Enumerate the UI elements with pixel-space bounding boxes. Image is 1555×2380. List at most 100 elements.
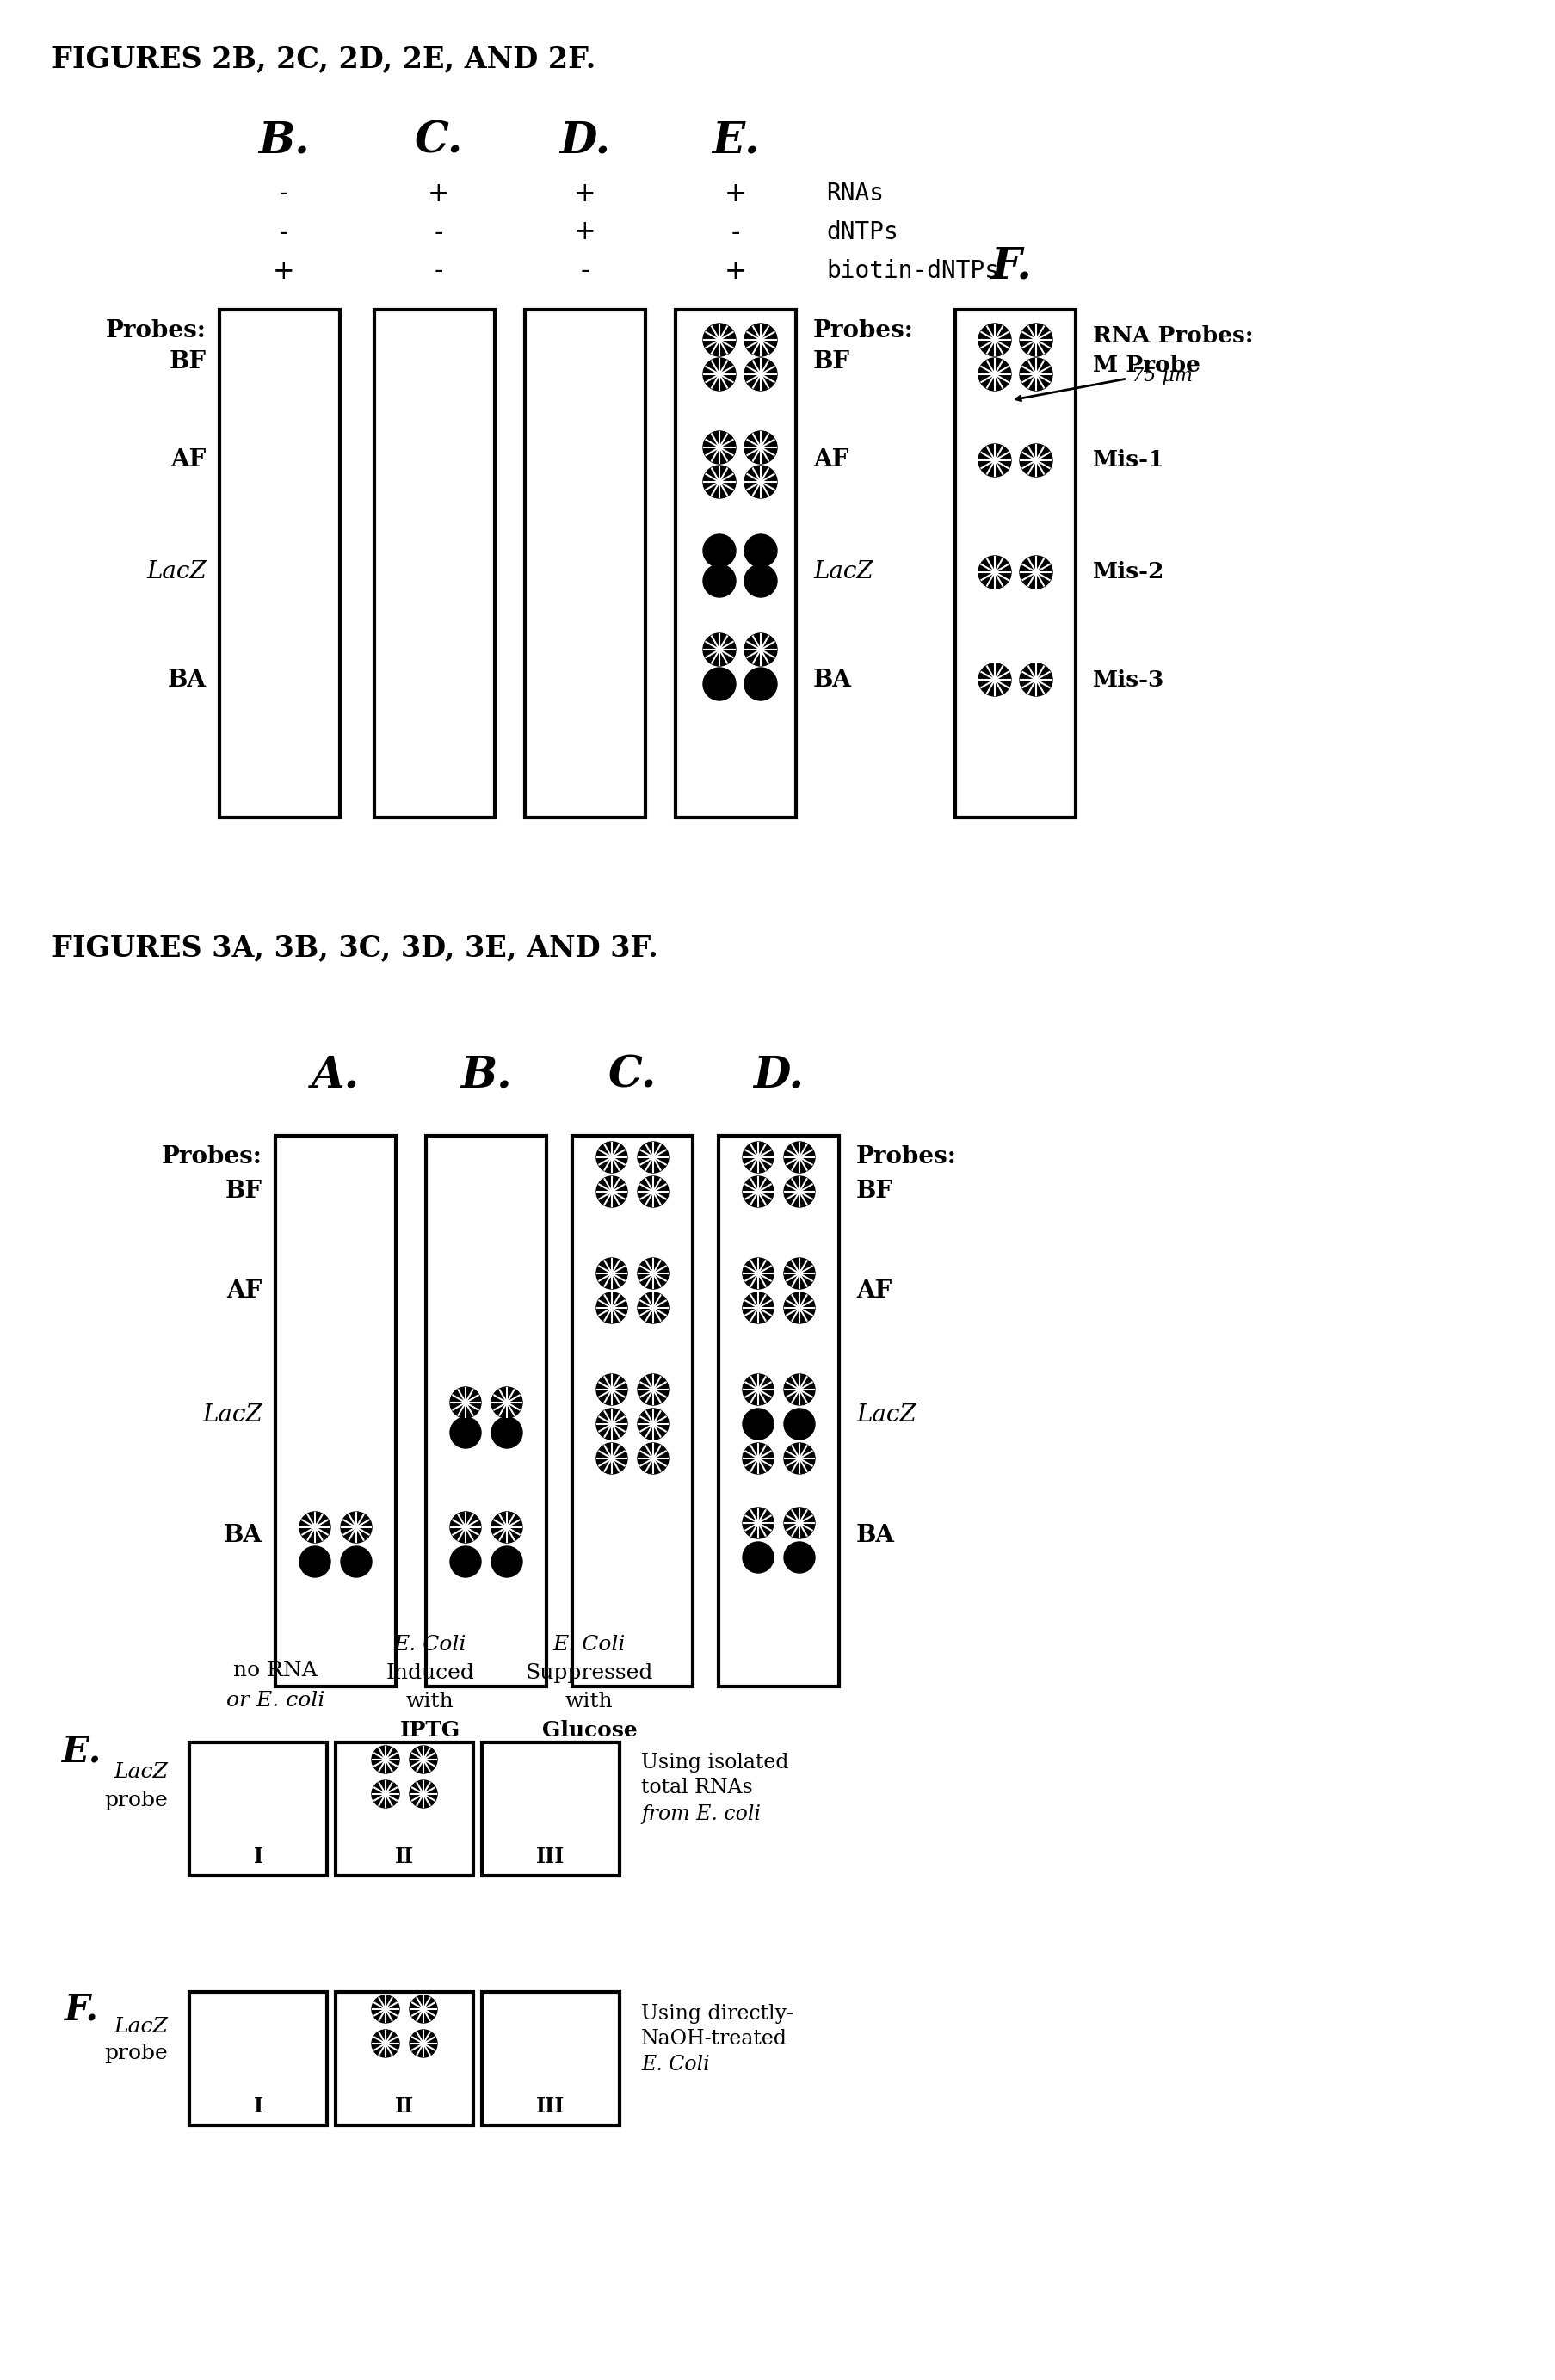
Circle shape: [743, 466, 776, 497]
Text: D.: D.: [753, 1054, 804, 1097]
Text: probe: probe: [104, 2044, 168, 2063]
Text: -: -: [434, 257, 443, 283]
Text: Using directly-: Using directly-: [641, 2004, 793, 2023]
Text: I: I: [253, 2097, 263, 2116]
Text: C.: C.: [415, 121, 463, 162]
Circle shape: [409, 1994, 437, 2023]
Text: Probes:: Probes:: [855, 1145, 956, 1169]
Circle shape: [784, 1442, 815, 1473]
Circle shape: [1019, 357, 1051, 390]
Text: B.: B.: [460, 1054, 512, 1097]
Bar: [524, 309, 645, 816]
Circle shape: [638, 1373, 669, 1404]
Bar: [572, 1135, 692, 1687]
Text: LacZ: LacZ: [202, 1404, 263, 1428]
Bar: [336, 1742, 473, 1875]
Circle shape: [449, 1547, 480, 1578]
Circle shape: [596, 1409, 627, 1440]
Text: E. Coli: E. Coli: [641, 2056, 709, 2075]
Circle shape: [491, 1416, 522, 1447]
Text: AF: AF: [171, 450, 207, 471]
Circle shape: [372, 2030, 400, 2056]
Bar: [336, 1992, 473, 2125]
Circle shape: [1019, 664, 1051, 695]
Text: -: -: [434, 219, 443, 245]
Circle shape: [978, 357, 1011, 390]
Circle shape: [784, 1176, 815, 1207]
Text: AF: AF: [855, 1278, 891, 1302]
Circle shape: [703, 633, 736, 666]
Circle shape: [638, 1142, 669, 1173]
Text: -: -: [580, 257, 589, 283]
Text: BA: BA: [855, 1523, 894, 1547]
Text: B.: B.: [258, 121, 309, 162]
Circle shape: [703, 669, 736, 700]
Text: FIGURES 3A, 3B, 3C, 3D, 3E, AND 3F.: FIGURES 3A, 3B, 3C, 3D, 3E, AND 3F.: [51, 933, 658, 962]
Bar: [190, 1742, 327, 1875]
Circle shape: [784, 1542, 815, 1573]
Text: LacZ: LacZ: [114, 1764, 168, 1783]
Circle shape: [743, 536, 776, 566]
Text: Using isolated: Using isolated: [641, 1752, 788, 1773]
Circle shape: [743, 669, 776, 700]
Circle shape: [491, 1388, 522, 1418]
Circle shape: [784, 1507, 815, 1537]
Text: 75 μm: 75 μm: [1130, 367, 1193, 386]
Text: BF: BF: [169, 350, 207, 374]
Text: +: +: [272, 257, 295, 283]
Circle shape: [703, 536, 736, 566]
Text: BA: BA: [224, 1523, 263, 1547]
Bar: [275, 1135, 395, 1687]
Text: RNA Probes:: RNA Probes:: [1092, 324, 1253, 347]
Circle shape: [299, 1511, 330, 1542]
Text: with: with: [564, 1692, 613, 1711]
Text: biotin-dNTPs: biotin-dNTPs: [826, 259, 998, 283]
Text: AF: AF: [227, 1278, 263, 1302]
Circle shape: [784, 1373, 815, 1404]
Circle shape: [742, 1292, 773, 1323]
Circle shape: [742, 1142, 773, 1173]
Text: III: III: [536, 1847, 564, 1868]
Circle shape: [743, 324, 776, 357]
Circle shape: [784, 1409, 815, 1440]
Circle shape: [638, 1259, 669, 1290]
Circle shape: [703, 564, 736, 597]
Text: E.: E.: [712, 121, 759, 162]
Text: Suppressed: Suppressed: [526, 1664, 653, 1683]
Text: BF: BF: [855, 1180, 893, 1204]
Circle shape: [742, 1176, 773, 1207]
Bar: [190, 1992, 327, 2125]
Text: NaOH-treated: NaOH-treated: [641, 2030, 787, 2049]
Circle shape: [743, 633, 776, 666]
Text: D.: D.: [560, 121, 610, 162]
Bar: [482, 1742, 619, 1875]
Text: F.: F.: [65, 1992, 100, 2028]
Circle shape: [449, 1416, 480, 1447]
Circle shape: [596, 1259, 627, 1290]
Text: II: II: [395, 1847, 414, 1868]
Text: A.: A.: [311, 1054, 359, 1097]
Text: LacZ: LacZ: [813, 562, 872, 583]
Text: +: +: [725, 181, 746, 207]
Text: probe: probe: [104, 1790, 168, 1809]
Circle shape: [638, 1292, 669, 1323]
Text: +: +: [574, 219, 596, 245]
Circle shape: [409, 1780, 437, 1809]
Circle shape: [742, 1373, 773, 1404]
Circle shape: [1019, 324, 1051, 357]
Circle shape: [341, 1547, 372, 1578]
Text: +: +: [574, 181, 596, 207]
Circle shape: [596, 1142, 627, 1173]
Text: E.: E.: [62, 1733, 101, 1768]
Circle shape: [409, 2030, 437, 2056]
Circle shape: [742, 1409, 773, 1440]
Text: I: I: [253, 1847, 263, 1868]
Text: from E. coli: from E. coli: [641, 1804, 760, 1823]
Text: -: -: [280, 219, 288, 245]
Circle shape: [703, 466, 736, 497]
Text: -: -: [280, 181, 288, 207]
Text: E. Coli: E. Coli: [393, 1635, 466, 1654]
Text: Probes:: Probes:: [106, 319, 207, 343]
Text: dNTPs: dNTPs: [826, 221, 897, 245]
Text: Probes:: Probes:: [162, 1145, 263, 1169]
